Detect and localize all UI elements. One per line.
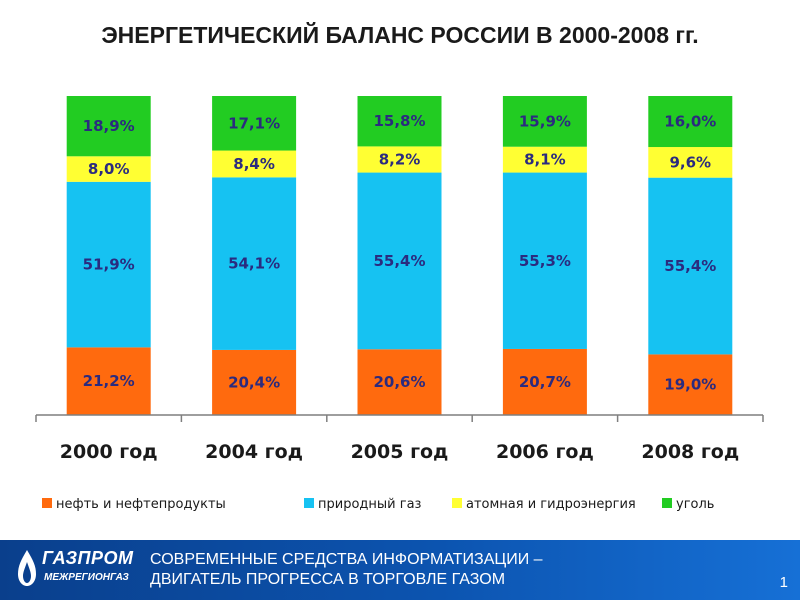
bar-segment	[357, 172, 442, 350]
bar-segment	[648, 96, 733, 148]
legend-swatch	[662, 498, 672, 508]
category-label: 2006 год	[496, 441, 594, 463]
bar-segment	[212, 150, 297, 178]
footer-bar: ГАЗПРОМ МЕЖРЕГИОНГАЗ СОВРЕМЕННЫЕ СРЕДСТВ…	[0, 540, 800, 600]
category-label: 2000 год	[60, 441, 158, 463]
bar-segment	[502, 172, 587, 349]
data-label: 16,0%	[664, 113, 716, 131]
footer-caption: СОВРЕМЕННЫЕ СРЕДСТВА ИНФОРМАТИЗАЦИИ – ДВ…	[150, 550, 543, 590]
data-label: 8,2%	[379, 150, 421, 168]
legend-swatch	[304, 498, 314, 508]
data-label: 8,0%	[88, 160, 130, 178]
category-label: 2004 год	[205, 441, 303, 463]
data-label: 51,9%	[83, 256, 135, 274]
bar-segment	[66, 181, 151, 348]
legend-label: природный газ	[318, 497, 422, 512]
logo-subtext: МЕЖРЕГИОНГАЗ	[44, 572, 129, 583]
bar-segment	[66, 156, 151, 182]
data-label: 8,1%	[524, 151, 566, 169]
stacked-bar-chart: 21,2% 51,9% 8,0% 18,9% 20,4% 54,1% 8,4% 17,1% 20…	[35, 96, 764, 512]
category-label: 2005 год	[351, 441, 449, 463]
footer-line-2: ДВИГАТЕЛЬ ПРОГРЕССА В ТОРГОВЛЕ ГАЗОМ	[150, 571, 506, 588]
bar-segment	[648, 354, 733, 415]
bars-group: 21,2% 51,9% 8,0% 18,9% 20,4% 54,1% 8,4% 17,1% 20…	[66, 96, 733, 415]
legend-label: атомная и гидроэнергия	[466, 497, 636, 512]
category-label: 2008 год	[641, 441, 739, 463]
data-label: 20,7%	[519, 373, 571, 391]
bar-segment	[357, 349, 442, 415]
bar-segment	[212, 177, 297, 350]
data-label: 19,0%	[664, 376, 716, 394]
data-label: 55,4%	[664, 257, 716, 275]
bar-segment	[66, 96, 151, 157]
footer-line-1: СОВРЕМЕННЫЕ СРЕДСТВА ИНФОРМАТИЗАЦИИ –	[150, 551, 543, 568]
legend-swatch	[452, 498, 462, 508]
data-label: 15,8%	[373, 112, 425, 130]
data-label: 17,1%	[228, 114, 280, 132]
data-label: 20,4%	[228, 373, 280, 391]
bar-segment	[357, 146, 442, 173]
bar-segment	[502, 348, 587, 415]
data-label: 9,6%	[669, 153, 711, 171]
data-label: 54,1%	[228, 255, 280, 273]
chart-title: ЭНЕРГЕТИЧЕСКИЙ БАЛАНС РОССИИ В 2000-2008…	[101, 22, 699, 48]
gazprom-logo: ГАЗПРОМ МЕЖРЕГИОНГАЗ	[12, 546, 133, 594]
bar-segment	[212, 349, 297, 415]
page-number: 1	[779, 574, 788, 591]
data-label: 18,9%	[83, 117, 135, 135]
bar-segment	[502, 146, 587, 173]
bar-segment	[648, 177, 733, 355]
legend-swatch	[42, 498, 52, 508]
logo-text: ГАЗПРОМ	[42, 548, 134, 568]
bar-segment	[502, 96, 587, 147]
legend-label: уголь	[676, 497, 714, 512]
bar-segment	[66, 347, 151, 415]
data-label: 15,9%	[519, 112, 571, 130]
data-label: 8,4%	[233, 155, 275, 173]
category-labels: 2000 год 2004 год 2005 год 2006 год 2008 год	[60, 441, 739, 463]
legend: нефть и нефтепродукты природный газ атомна…	[42, 497, 714, 512]
data-label: 55,4%	[373, 252, 425, 270]
legend-label: нефть и нефтепродукты	[56, 497, 226, 512]
data-label: 55,3%	[519, 252, 571, 270]
x-axis-ticks	[35, 415, 764, 422]
data-label: 20,6%	[373, 373, 425, 391]
bar-segment	[212, 96, 297, 151]
bar-segment	[357, 96, 442, 147]
bar-segment	[648, 147, 733, 178]
data-label: 21,2%	[83, 372, 135, 390]
flame-icon	[18, 550, 36, 586]
